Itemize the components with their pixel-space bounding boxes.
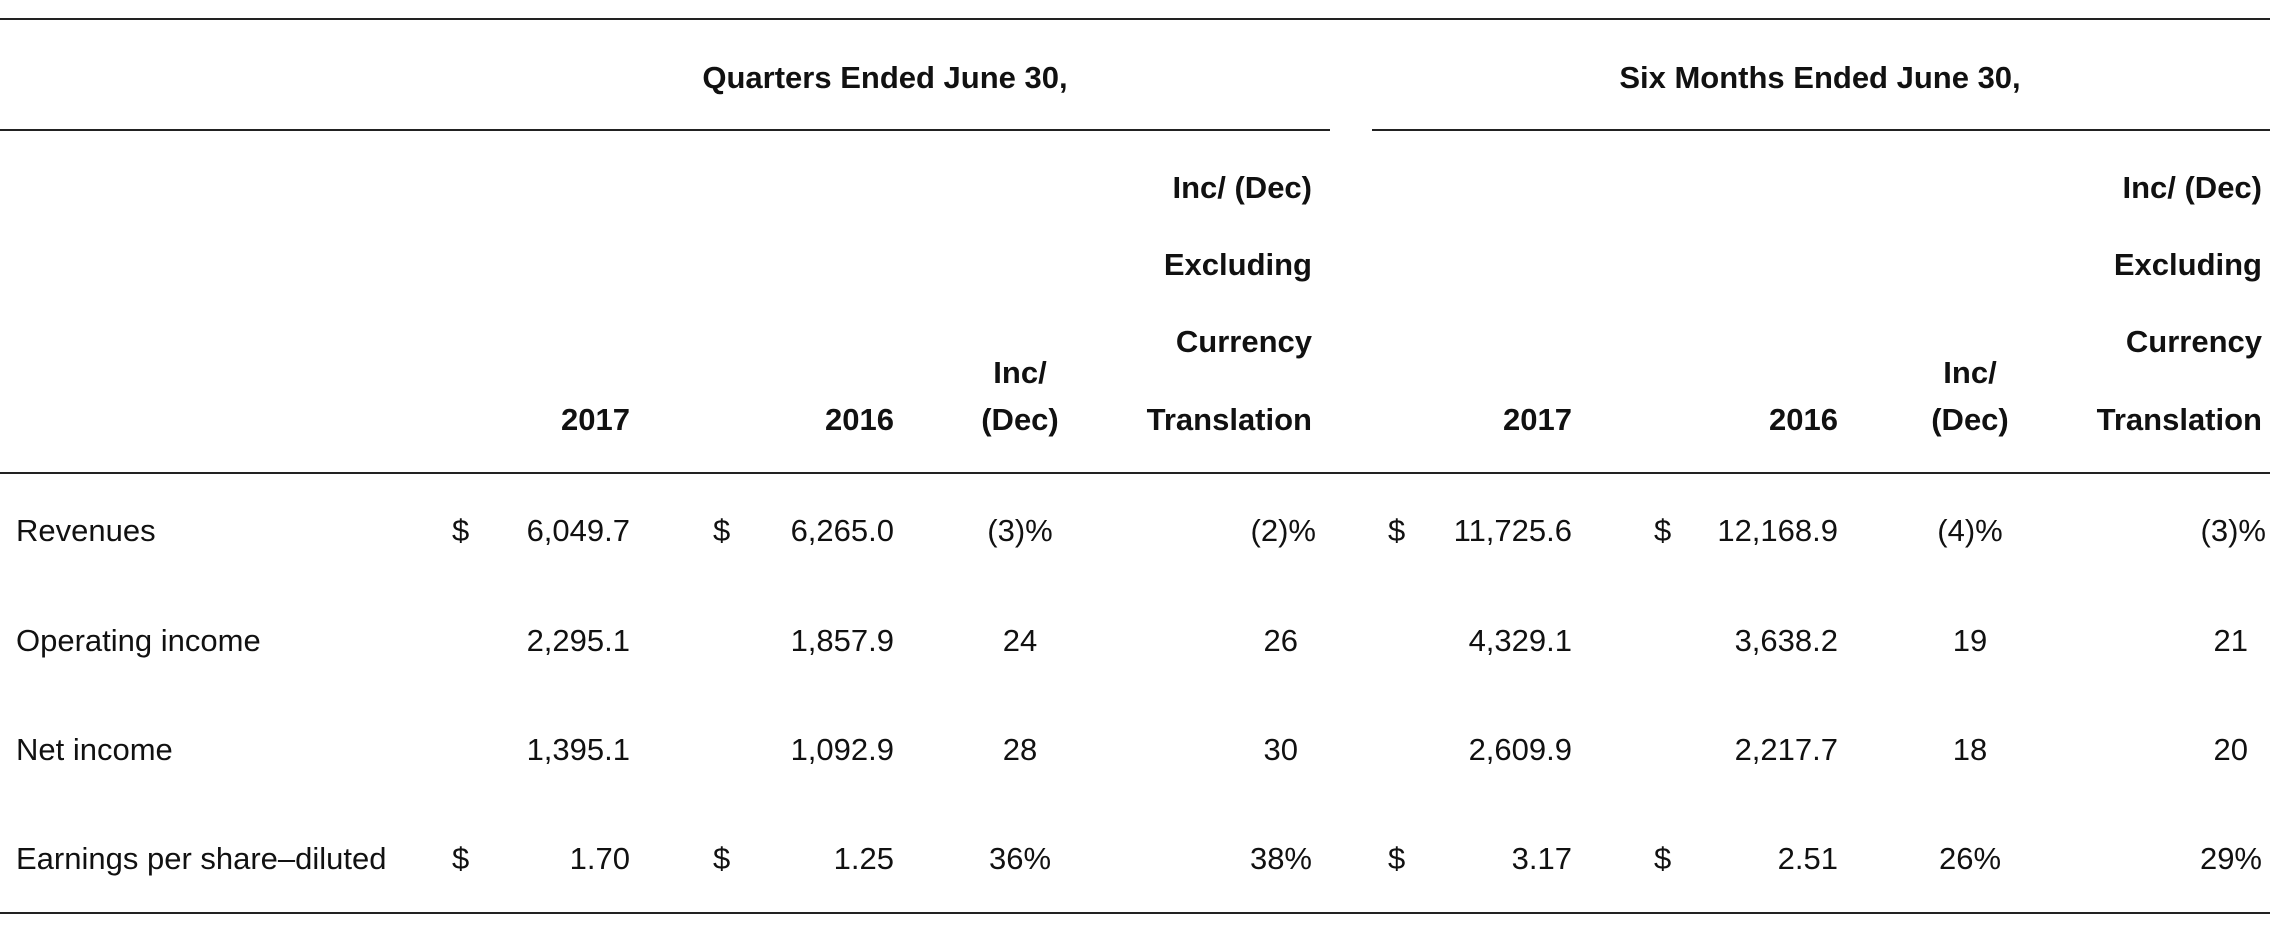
cell-value: 2,217.7 bbox=[1734, 732, 1838, 767]
row-label: Operating income bbox=[16, 623, 261, 658]
col-s-incdec-1: Inc/ bbox=[1943, 355, 1997, 390]
cell-value: 1.25 bbox=[833, 841, 894, 876]
six-months-underline bbox=[1372, 129, 2270, 131]
col-q-excl-1: Inc/ (Dec) bbox=[1172, 170, 1312, 205]
cell-value: 2,295.1 bbox=[526, 623, 630, 658]
col-q2017: 2017 bbox=[561, 402, 630, 437]
cell-value: 26% bbox=[1938, 841, 2002, 876]
cell-value: 19 bbox=[1952, 623, 1988, 658]
quarters-header: Quarters Ended June 30, bbox=[702, 60, 1068, 95]
cell-value: 20 bbox=[2213, 732, 2248, 767]
col-s-excl-1: Inc/ (Dec) bbox=[2122, 170, 2262, 205]
col-q-incdec-2: (Dec) bbox=[981, 402, 1059, 437]
currency-sign: $ bbox=[1388, 513, 1406, 548]
col-s2017: 2017 bbox=[1503, 402, 1572, 437]
currency-sign: $ bbox=[1654, 841, 1672, 876]
currency-sign: $ bbox=[1654, 513, 1672, 548]
cell-value: (3)% bbox=[987, 513, 1053, 548]
cell-value: 2.51 bbox=[1777, 841, 1838, 876]
cell-value: (2)% bbox=[1250, 513, 1316, 548]
cell-value: (4)% bbox=[1937, 513, 2003, 548]
col-s-excl-2: Excluding bbox=[2113, 247, 2262, 282]
currency-sign: $ bbox=[713, 841, 731, 876]
col-q-incdec-1: Inc/ bbox=[993, 355, 1047, 390]
currency-sign: $ bbox=[452, 513, 470, 548]
cell-value: (3)% bbox=[2200, 513, 2266, 548]
cell-value: 38% bbox=[1249, 841, 1312, 876]
bottom-rule bbox=[0, 912, 2270, 914]
cell-value: 3,638.2 bbox=[1734, 623, 1838, 658]
cell-value: 26 bbox=[1263, 623, 1298, 658]
cell-value: 18 bbox=[1952, 732, 1988, 767]
currency-sign: $ bbox=[452, 841, 470, 876]
col-s2016: 2016 bbox=[1769, 402, 1838, 437]
cell-value: 28 bbox=[1002, 732, 1038, 767]
row-label: Revenues bbox=[16, 513, 156, 548]
cell-value: 12,168.9 bbox=[1717, 513, 1838, 548]
currency-sign: $ bbox=[713, 513, 731, 548]
row-label: Net income bbox=[16, 732, 173, 767]
row-label: Earnings per share–diluted bbox=[16, 841, 387, 876]
col-q-excl-4: Translation bbox=[1146, 402, 1312, 437]
col-s-incdec-2: (Dec) bbox=[1931, 402, 2009, 437]
cell-value: 4,329.1 bbox=[1468, 623, 1572, 658]
col-s-excl-4: Translation bbox=[2096, 402, 2262, 437]
cell-value: 6,049.7 bbox=[526, 513, 630, 548]
cell-value: 3.17 bbox=[1511, 841, 1572, 876]
col-q-excl-3: Currency bbox=[1175, 324, 1312, 359]
col-q-excl-2: Excluding bbox=[1163, 247, 1312, 282]
cell-value: 24 bbox=[1002, 623, 1038, 658]
col-s-excl-3: Currency bbox=[2125, 324, 2262, 359]
six-months-header: Six Months Ended June 30, bbox=[1619, 60, 2021, 95]
cell-value: 6,265.0 bbox=[790, 513, 894, 548]
cell-value: 36% bbox=[988, 841, 1052, 876]
currency-sign: $ bbox=[1388, 841, 1406, 876]
header-bottom-rule bbox=[0, 472, 2270, 474]
cell-value: 21 bbox=[2213, 623, 2248, 658]
quarters-underline bbox=[0, 129, 1330, 131]
cell-value: 29% bbox=[2199, 841, 2262, 876]
cell-value: 30 bbox=[1263, 732, 1298, 767]
cell-value: 1,395.1 bbox=[526, 732, 630, 767]
cell-value: 1,092.9 bbox=[790, 732, 894, 767]
cell-value: 1.70 bbox=[569, 841, 630, 876]
top-rule bbox=[0, 18, 2270, 20]
cell-value: 2,609.9 bbox=[1468, 732, 1572, 767]
cell-value: 1,857.9 bbox=[790, 623, 894, 658]
cell-value: 11,725.6 bbox=[1453, 513, 1572, 548]
col-q2016: 2016 bbox=[825, 402, 894, 437]
